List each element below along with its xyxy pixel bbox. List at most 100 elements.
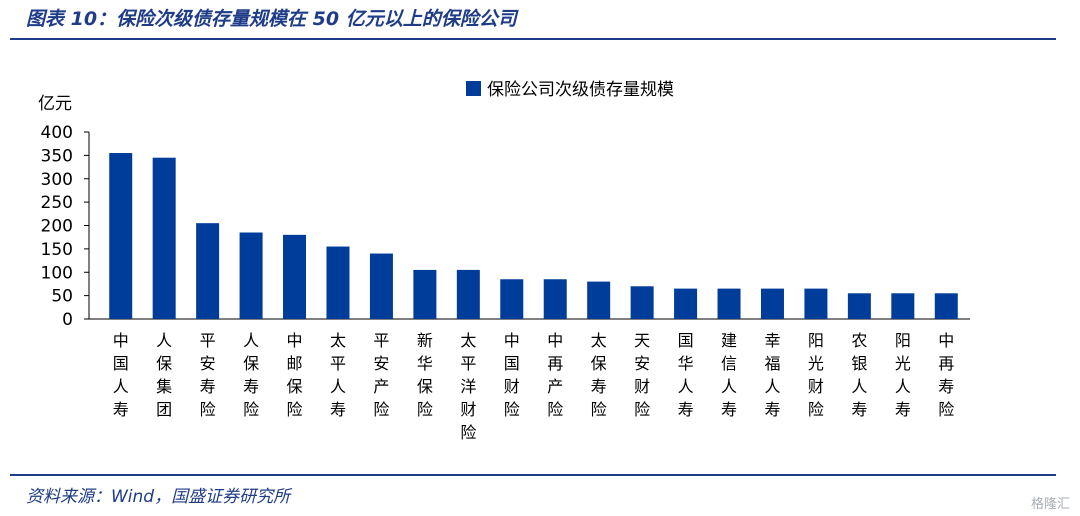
bar [196, 223, 220, 319]
category-label: 寿 [113, 400, 129, 419]
category-label: 阳 [895, 331, 911, 350]
category-label: 银 [851, 354, 867, 373]
bar [543, 279, 567, 319]
category-label: 险 [591, 400, 607, 419]
bar [717, 288, 741, 319]
category-label: 国 [113, 354, 129, 373]
category-label: 天 [634, 331, 650, 350]
category-label: 险 [808, 400, 824, 419]
category-label: 寿 [200, 377, 216, 396]
category-label: 福 [764, 354, 780, 373]
category-label: 寿 [938, 377, 954, 396]
category-label: 财 [504, 377, 520, 396]
category-label: 平 [460, 354, 476, 373]
category-label: 险 [243, 400, 259, 419]
category-label: 人 [895, 377, 911, 396]
category-label: 寿 [764, 400, 780, 419]
category-label: 团 [156, 400, 172, 419]
bar [630, 286, 654, 319]
bar [587, 281, 611, 319]
category-label: 集 [156, 377, 172, 396]
category-label: 邮 [287, 354, 303, 373]
category-label: 安 [373, 354, 389, 373]
bar [760, 288, 784, 319]
category-label: 寿 [851, 400, 867, 419]
category-label: 险 [634, 400, 650, 419]
source-note: 资料来源：Wind，国盛证券研究所 [26, 487, 291, 507]
category-label: 财 [808, 377, 824, 396]
category-label: 财 [634, 377, 650, 396]
category-label: 中 [504, 331, 520, 350]
category-label: 险 [373, 400, 389, 419]
category-label: 光 [895, 354, 911, 373]
category-label: 寿 [678, 400, 694, 419]
legend-swatch [466, 81, 481, 96]
category-label: 太 [330, 331, 346, 350]
bar [891, 293, 915, 319]
category-label: 保 [243, 354, 259, 373]
category-label: 幸 [764, 331, 780, 350]
category-label: 国 [678, 331, 694, 350]
category-label: 产 [373, 377, 389, 396]
category-label: 财 [460, 400, 476, 419]
category-label: 险 [287, 400, 303, 419]
bar [934, 293, 958, 319]
category-label: 寿 [721, 400, 737, 419]
category-label: 人 [243, 331, 259, 350]
y-tick-label: 0 [62, 310, 73, 330]
category-label: 险 [460, 423, 476, 442]
category-label: 国 [504, 354, 520, 373]
y-tick-label: 200 [41, 217, 73, 237]
category-label: 人 [764, 377, 780, 396]
y-tick-label: 150 [41, 240, 73, 260]
top-rule [10, 38, 1056, 40]
category-label: 华 [678, 354, 694, 373]
category-label: 保 [287, 377, 303, 396]
category-label: 寿 [330, 400, 346, 419]
category-label: 光 [808, 354, 824, 373]
bar [847, 293, 871, 319]
category-label: 信 [721, 354, 737, 373]
category-label: 险 [417, 400, 433, 419]
bar [804, 288, 828, 319]
category-label: 新 [417, 331, 433, 350]
category-label: 太 [591, 331, 607, 350]
category-label: 险 [504, 400, 520, 419]
category-label: 平 [200, 331, 216, 350]
watermark: 格隆汇 [1030, 497, 1070, 512]
bar [413, 269, 437, 319]
category-label: 人 [721, 377, 737, 396]
bar [500, 279, 524, 319]
bar [109, 153, 133, 319]
y-tick-label: 350 [41, 146, 73, 166]
category-label: 平 [373, 331, 389, 350]
category-label: 太 [460, 331, 476, 350]
y-axis-label: 亿元 [38, 94, 72, 114]
category-label: 华 [417, 354, 433, 373]
bar [369, 253, 393, 319]
bar [326, 246, 350, 319]
category-label: 寿 [243, 377, 259, 396]
category-label: 人 [330, 377, 346, 396]
category-label: 险 [547, 400, 563, 419]
category-label: 险 [938, 400, 954, 419]
category-label: 人 [678, 377, 694, 396]
category-label: 安 [200, 354, 216, 373]
y-tick-label: 250 [41, 193, 73, 213]
category-label: 建 [721, 331, 737, 350]
category-label: 险 [200, 400, 216, 419]
category-label: 中 [113, 331, 129, 350]
category-label: 人 [851, 377, 867, 396]
legend-label: 保险公司次级债存量规模 [487, 80, 674, 100]
category-label: 寿 [895, 400, 911, 419]
bar [674, 288, 698, 319]
y-tick-label: 50 [51, 287, 73, 307]
bar [283, 234, 307, 319]
category-label: 平 [330, 354, 346, 373]
bar [152, 157, 176, 319]
y-tick-label: 300 [41, 170, 73, 190]
category-label: 中 [547, 331, 563, 350]
category-label: 保 [156, 354, 172, 373]
category-label: 人 [156, 331, 172, 350]
y-tick-label: 400 [41, 123, 73, 143]
